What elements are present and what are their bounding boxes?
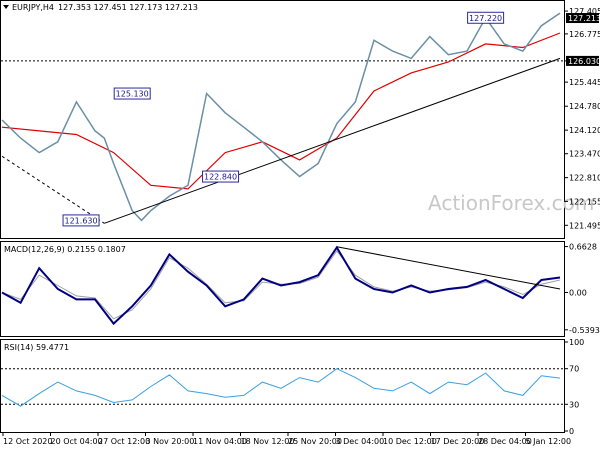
- rsi-y-axis: 100 70 30 0: [564, 338, 584, 436]
- price-series-line: [1, 12, 561, 222]
- rsi-tick-label: 0: [569, 427, 574, 436]
- time-tick-label: 3 Dec 04:00: [336, 437, 385, 446]
- price-tick-label: 122.810: [569, 174, 600, 183]
- rsi-title: RSI(14) 59.4771: [4, 343, 69, 352]
- price-annotation-text: 127.220: [469, 14, 502, 23]
- trend-line: [104, 57, 561, 224]
- price-labels: 127.220 125.130 122.840 121.630: [62, 11, 505, 227]
- price-annotation: 125.130: [113, 87, 151, 100]
- time-tick-label: 28 Dec 04:00: [478, 437, 532, 446]
- price-tick-label: 123.470: [569, 150, 600, 159]
- price-annotation: 122.840: [202, 170, 240, 183]
- time-tick-label: 20 Oct 04:00: [51, 437, 103, 446]
- time-tick-label: 11 Nov 04:00: [193, 437, 247, 446]
- ohlc-values: 127.353 127.451 127.173 127.213: [58, 3, 198, 12]
- time-tick-label: 27 Oct 12:00: [98, 437, 150, 446]
- rsi-tick-label: 30: [569, 400, 579, 409]
- macd-trend-lines: [336, 246, 561, 290]
- rsi-line: [1, 368, 561, 407]
- price-annotation-text: 125.130: [116, 90, 149, 99]
- time-tick-label: 12 Oct 2020: [3, 437, 52, 446]
- macd-title: MACD(12,26,9) 0.2155 0.1807: [4, 245, 126, 254]
- macd-line: [1, 245, 561, 326]
- price-tick-label: 127.405: [569, 7, 600, 16]
- symbol-label: EURJPY,H4: [12, 3, 54, 12]
- macd-y-axis: 0.6628 0.00 -0.5393: [564, 243, 600, 335]
- price-annotation-text: 121.630: [65, 216, 98, 225]
- chart-menu-triangle-icon[interactable]: [3, 5, 9, 9]
- moving-average-line: [1, 32, 561, 190]
- support-price-marker: 126.030: [568, 57, 600, 66]
- watermark-text: ActionForex.com: [428, 191, 594, 215]
- time-tick-label: 25 Nov 20:00: [288, 437, 342, 446]
- price-tick-label: 125.445: [569, 78, 600, 87]
- time-tick-label: 10 Dec 12:00: [383, 437, 437, 446]
- price-y-axis: 127.405 126.775 126.030 125.445 124.780 124.1…: [564, 7, 600, 230]
- price-annotation: 127.220: [467, 11, 505, 24]
- macd-tick-label: 0.6628: [569, 243, 597, 252]
- price-tick-label: 124.780: [569, 102, 600, 111]
- macd-panel: 0.6628 0.00 -0.5393: [0, 241, 600, 337]
- rsi-panel: 100 70 30 0: [0, 338, 584, 436]
- current-price-marker: 127.213: [568, 14, 600, 23]
- time-tick-label: 5 Jan 12:00: [526, 437, 572, 446]
- macd-tick-label: -0.5393: [569, 326, 600, 335]
- macd-tick-label: 0.00: [569, 288, 587, 297]
- trend-line: [1, 155, 105, 224]
- price-annotation: 121.630: [62, 214, 100, 227]
- price-panel: ActionForex.com 127.220 125.130 122.840 121…: [0, 0, 600, 239]
- price-tick-label: 121.495: [569, 221, 600, 230]
- price-tick-label: 122.155: [569, 197, 600, 206]
- rsi-tick-label: 70: [569, 365, 579, 374]
- price-tick-label: 124.120: [569, 126, 600, 135]
- macd-trend-line: [336, 246, 561, 290]
- price-trend-lines: [1, 57, 561, 224]
- time-tick-label: 17 Dec 20:00: [431, 437, 485, 446]
- rsi-tick-label: 100: [569, 338, 584, 347]
- time-tick-label: 18 Nov 12:00: [241, 437, 295, 446]
- price-annotation-text: 122.840: [204, 173, 237, 182]
- price-tick-label: 126.775: [569, 30, 600, 39]
- time-tick-label: 3 Nov 20:00: [146, 437, 195, 446]
